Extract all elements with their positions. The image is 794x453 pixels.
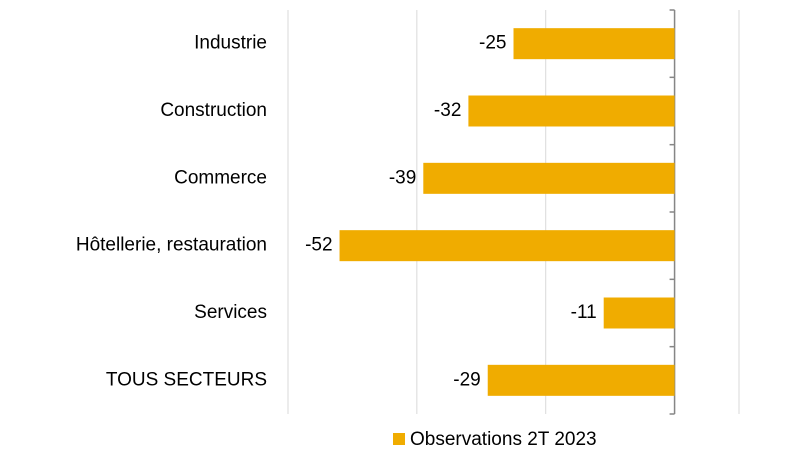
y-tick-label: TOUS SECTEURS <box>106 369 267 390</box>
bar <box>339 230 675 262</box>
bar <box>513 28 675 60</box>
legend-swatch <box>393 433 405 445</box>
data-label: -11 <box>571 302 597 323</box>
bar <box>423 162 675 194</box>
y-tick-label: Construction <box>160 100 267 121</box>
y-tick-label: Industrie <box>194 33 267 54</box>
legend-label: Observations 2T 2023 <box>410 429 597 450</box>
data-label: -39 <box>389 167 416 188</box>
y-tick-label: Commerce <box>174 167 267 188</box>
data-label: -32 <box>434 100 461 121</box>
y-tick-label: Hôtellerie, restauration <box>76 235 267 256</box>
bar <box>468 95 675 127</box>
y-tick-label: Services <box>194 302 267 323</box>
bar <box>603 297 675 329</box>
data-label: -25 <box>479 33 506 54</box>
data-label: -52 <box>305 235 332 256</box>
data-label: -29 <box>453 369 480 390</box>
bar <box>487 364 675 396</box>
